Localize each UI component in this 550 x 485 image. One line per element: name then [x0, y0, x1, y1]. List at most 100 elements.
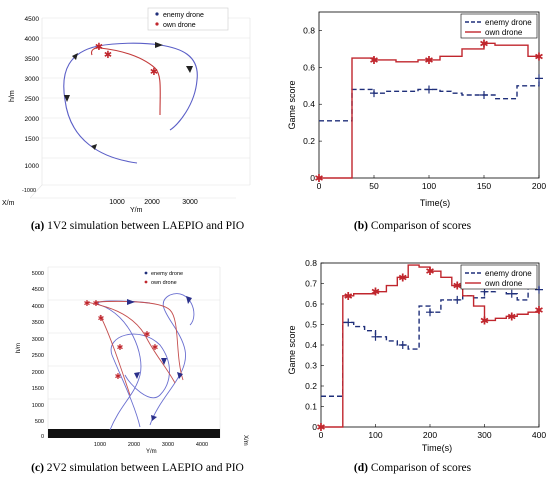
own-star: ✱ — [84, 299, 91, 308]
panel-c-grid — [47, 266, 221, 438]
panel-c-ytick: 2000 — [32, 370, 44, 376]
panel-c-own-trajectories — [86, 300, 184, 396]
panel-c-xtick: 2000 — [128, 442, 140, 448]
panel-c-ytick: 5000 — [32, 271, 44, 277]
caption-c-letter: (c) — [31, 462, 44, 474]
chart-d-ylabel: Game score — [287, 325, 297, 374]
chart-d-ytick-label: 0.2 — [305, 381, 317, 391]
panel-c-ytick: 0 — [41, 434, 44, 440]
own-star: ✱ — [93, 299, 100, 308]
chart-d-series-own-line — [321, 264, 540, 428]
chart-d-enemy-point — [344, 318, 353, 327]
chart-d-ytick-label: 0.6 — [305, 299, 317, 309]
chart-d-xtick-label: 0 — [319, 430, 324, 440]
chart-b-xtick-label: 0 — [317, 181, 322, 191]
chart-d-enemy-point — [426, 308, 434, 317]
own-star: ✱ — [117, 343, 124, 352]
chart-b-enemy-point — [425, 85, 433, 94]
caption-b-letter: (b) — [353, 220, 368, 232]
panel-c-ytick: 3500 — [32, 320, 44, 326]
chart-b-own-point: ✱ — [424, 55, 433, 67]
chart-b-own-point: ✱ — [534, 51, 543, 63]
caption-c: (c) 2V2 simulation between LAEPIO and PI… — [0, 462, 275, 474]
chart-b-ylabel: Game score — [287, 80, 297, 129]
panel-c-zlabel: X/m — [242, 435, 248, 446]
panel-a-xlabel: Y/m — [130, 207, 143, 214]
panel-c-xtick: 3000 — [162, 442, 174, 448]
panel-a-xnegtick: -1000 — [22, 188, 36, 194]
chart-d-own-point: ✱ — [344, 291, 353, 303]
panel-c-ytick: 2500 — [32, 353, 44, 359]
chart-b-enemy-point — [535, 74, 543, 83]
panel-c-ytick: 3000 — [32, 337, 44, 343]
panel-c-xtick: 4000 — [196, 442, 208, 448]
panel-a-ytick: 3500 — [25, 56, 40, 63]
panel-b-chart: Game score Time(s) 0 50 100 150 200 0 0.2 0.4 0.… — [287, 11, 546, 208]
chart-d-ytick-label: 0.3 — [305, 361, 317, 371]
own-star: ✱ — [104, 50, 112, 61]
chart-b-ytick-label: 0 — [310, 173, 315, 183]
caption-d-letter: (d) — [353, 462, 368, 474]
caption-d-text: Comparison of scores — [370, 462, 472, 474]
legend-enemy-label: enemy drone — [163, 12, 204, 19]
chart-d-own-point: ✱ — [425, 266, 434, 278]
chart-b-ytick-label: 0.8 — [303, 25, 315, 35]
caption-d: (d) Comparison of scores — [275, 462, 550, 474]
chart-b-ytick-label: 0.6 — [303, 62, 315, 72]
panel-a-enemy-trajectory — [63, 42, 198, 164]
panel-a-ytick: 1500 — [25, 136, 40, 143]
chart-b-xtick-label: 100 — [422, 181, 436, 191]
panel-c-own-markers: ✱ ✱ ✱ ✱ ✱ ✱ ✱ — [84, 299, 159, 381]
chart-d-ytick-label: 0.4 — [305, 340, 317, 350]
chart-b-legend-label: own drone — [485, 28, 523, 37]
panel-d-chart: Game score Time(s) 0 100 200 300 400 0 0.1 0.2 0… — [287, 258, 546, 453]
panel-a-trajectory: 4500 4000 3500 3000 2500 2000 1500 1000 … — [2, 7, 251, 214]
panel-a-ytick: 4000 — [25, 36, 40, 43]
caption-a-text: 1V2 simulation between LAEPIO and PIO — [47, 220, 245, 232]
chart-d-legend-label: own drone — [485, 279, 523, 288]
panel-a-xtick: 3000 — [182, 199, 198, 206]
panel-c-ytick: 4500 — [32, 287, 44, 293]
panel-a-ytick: 4500 — [25, 16, 40, 23]
panel-a-xtick: 2000 — [144, 199, 160, 206]
own-star: ✱ — [152, 343, 159, 352]
chart-d-ytick-label: 0.7 — [305, 279, 317, 289]
chart-d-own-point: ✱ — [371, 287, 380, 299]
chart-d-xtick-label: 200 — [423, 430, 437, 440]
caption-b-text: Comparison of scores — [370, 220, 472, 232]
panel-a-enemy-markers — [64, 42, 193, 150]
chart-d-ytick-label: 0.8 — [305, 258, 317, 268]
chart-d-xtick-label: 100 — [368, 430, 382, 440]
chart-d-legend-box — [460, 264, 538, 290]
chart-d-own-point: ✱ — [480, 315, 489, 327]
legend-own-label: own drone — [151, 280, 177, 286]
panel-c-ylabel: h/m — [16, 343, 22, 353]
panel-a-zlabel: X/m — [2, 200, 15, 207]
chart-b-xlabel: Time(s) — [420, 198, 450, 208]
chart-b-xtick-label: 50 — [369, 181, 379, 191]
chart-b-legend-box — [460, 13, 538, 39]
chart-d-enemy-point — [398, 341, 407, 349]
chart-d-xtick-label: 300 — [477, 430, 491, 440]
panel-c-ytick: 1000 — [32, 403, 44, 409]
chart-d-enemy-point — [453, 295, 462, 304]
panel-c-xlabel: Y/m — [146, 449, 157, 455]
panel-a-legend: enemy drone own drone — [147, 7, 229, 31]
panel-c-enemy-markers — [127, 296, 192, 421]
panel-c-ytick: 500 — [35, 419, 44, 425]
chart-b-xtick-label: 200 — [532, 181, 546, 191]
chart-d-xlabel: Time(s) — [422, 443, 452, 453]
panel-a-grid — [29, 17, 251, 199]
panel-a-ylabel: h/m — [9, 90, 16, 102]
panel-a-ytick: 2500 — [25, 96, 40, 103]
panel-c-ytick: 1500 — [32, 386, 44, 392]
panel-c-ytick: 4000 — [32, 304, 44, 310]
chart-d-own-point: ✱ — [507, 311, 516, 323]
chart-d-own-point: ✱ — [398, 272, 407, 284]
panel-a-own-markers: ✱ ✱ ✱ — [95, 42, 158, 78]
own-star: ✱ — [115, 372, 122, 381]
chart-d-ytick-label: 0 — [312, 422, 317, 432]
chart-b-enemy-point — [480, 91, 488, 99]
chart-d-enemy-point — [507, 289, 516, 298]
chart-d-legend-label: enemy drone — [485, 269, 532, 278]
